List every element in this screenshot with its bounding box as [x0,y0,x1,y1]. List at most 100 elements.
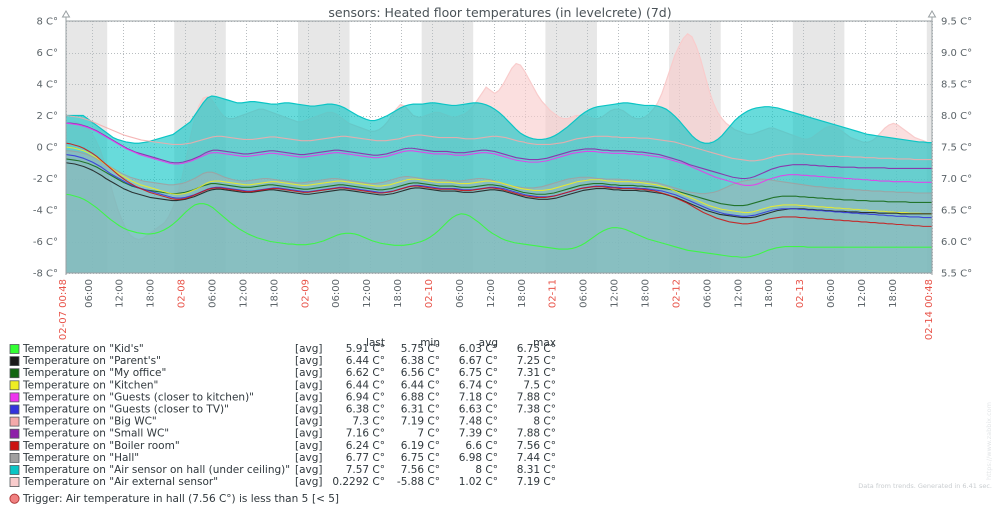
legend-value: 8.31 C° [517,464,556,476]
legend-value: 6.77 C° [346,452,385,464]
series-layer [65,32,933,274]
legend-agg-label: [avg] [295,379,323,391]
legend-value: 1.02 C° [459,476,498,488]
legend: Temperature on "Kid's" [avg] 5.91 C° 5.75 C… [9,343,556,488]
legend-value: 7.44 C° [517,452,556,464]
legend-item-label: Temperature on "Kitchen" [22,379,158,391]
legend-value: 7.25 C° [517,355,556,367]
x-tick-time: 12:00 [610,279,621,308]
legend-item[interactable]: Temperature on "Parent's" [avg] 6.44 C° 6.3… [9,355,556,367]
legend-value: 6.67 C° [459,355,498,367]
x-tick-date: 02-08 [177,279,188,308]
legend-value: 7.16 C° [346,428,385,440]
y-tick-left: 2 C° [36,111,58,122]
legend-item[interactable]: Temperature on "Hall" [avg] 6.77 C° 6.75 C°… [9,452,556,464]
legend-item[interactable]: Temperature on "Big WC" [avg] 7.3 C° 7.19 C… [9,416,556,428]
legend-item[interactable]: Temperature on "Air sensor on hall (unde… [9,464,556,476]
legend-item[interactable]: Temperature on "Kid's" [avg] 5.91 C° 5.75 C… [9,343,556,355]
y-tick-right: 6.0 C° [941,237,972,248]
legend-value: 6.75 C° [401,452,440,464]
legend-color-swatch [9,416,20,427]
legend-item-label: Temperature on "Air sensor on hall (unde… [22,464,290,476]
legend-item-label: Temperature on "Small WC" [22,428,169,440]
legend-value: 7.31 C° [517,367,556,379]
series-line [65,122,932,186]
legend-value: 7.57 C° [346,464,385,476]
x-tick-date: 02-10 [424,279,435,308]
x-tick-time: 12:00 [362,279,373,308]
legend-item[interactable]: Temperature on "Guests (closer to kitche… [9,391,556,403]
legend-value: 7 C° [417,428,440,440]
y-tick-left: -6 C° [33,237,58,248]
legend-value: 6.38 C° [401,355,440,367]
legend-item-label: Temperature on "Boiler room" [22,440,180,452]
legend-value: 7.39 C° [459,428,498,440]
legend-col-header: avg [479,337,498,349]
legend-item-label: Temperature on "Hall" [22,452,139,464]
legend-col-header: min [420,337,440,349]
legend-value: 6.75 C° [517,343,556,355]
legend-item[interactable]: Temperature on "Air external sensor" [avg… [9,476,556,488]
legend-item[interactable]: Temperature on "Guests (closer to TV)" [a… [9,404,556,416]
legend-value: 6.75 C° [459,367,498,379]
legend-value: 6.19 C° [401,440,440,452]
series-line [66,122,932,180]
series-line [65,193,932,258]
x-tick-time: 18:00 [146,279,157,308]
x-tick-date: 02-13 [795,279,806,308]
legend-item[interactable]: Temperature on "My office" [avg] 6.62 C° 6.… [9,367,556,379]
legend-value: 0.2292 C° [332,476,385,488]
legend-value: 6.38 C° [346,404,385,416]
x-tick-time: 12:00 [733,279,744,308]
x-axis-labels: 02-07 00:48 06:00 12:00 18:00 02-08 06:00 12:0… [58,279,935,340]
y-tick-right: 8.5 C° [941,80,972,91]
y-tick-right: 9.0 C° [941,48,972,59]
y-axis-left [61,10,71,275]
legend-value: 7.38 C° [517,404,556,416]
x-tick-time: 06:00 [208,279,219,308]
legend-item[interactable]: Temperature on "Kitchen" [avg] 6.44 C° 6.44… [9,379,556,391]
legend-agg-label: [avg] [295,428,323,440]
legend-item-label: Temperature on "Parent's" [22,355,161,367]
legend-value: 6.31 C° [401,404,440,416]
x-tick-time: 12:00 [238,279,249,308]
y-tick-right: 8.0 C° [941,111,972,122]
legend-item-label: Temperature on "Guests (closer to kitche… [22,391,254,403]
y-axis-left-labels: 8 C° 6 C° 4 C° 2 C° 0 C° -2 C° -4 C° -6 C° -8 C° [33,17,58,280]
legend-item[interactable]: Temperature on "Boiler room" [avg] 6.24 C°… [9,440,556,452]
x-tick-time: 06:00 [455,279,466,308]
trigger-label: Trigger: Air temperature in hall (7.56 C… [22,493,308,505]
legend-value: 7.88 C° [517,391,556,403]
legend-item-label: Temperature on "Big WC" [22,416,157,428]
legend-value: 6.24 C° [346,440,385,452]
x-tick-time: 06:00 [331,279,342,308]
legend-value: 6.44 C° [346,355,385,367]
legend-color-swatch [9,404,20,415]
x-tick-time: 06:00 [702,279,713,308]
legend-item-label: Temperature on "Air external sensor" [22,476,218,488]
legend-value: 6.63 C° [459,404,498,416]
legend-value: 6.74 C° [459,379,498,391]
x-tick-date: 02-14 00:48 [924,279,935,340]
legend-item[interactable]: Temperature on "Small WC" [avg] 7.16 C° 7 C… [9,428,556,440]
trigger-row[interactable]: Trigger: Air temperature in hall (7.56 C… [9,493,339,505]
legend-header: last min avg max [366,337,556,349]
y-tick-right: 9.5 C° [941,17,972,28]
series-line [65,142,932,227]
legend-color-swatch [9,477,20,488]
legend-color-swatch [9,428,20,439]
legend-value: 7.3 C° [352,416,385,428]
y-tick-left: -4 C° [33,206,58,217]
x-tick-time: 18:00 [888,279,899,308]
legend-color-swatch [9,380,20,391]
legend-color-swatch [9,356,20,367]
x-tick-time: 18:00 [269,279,280,308]
legend-value: 6.98 C° [459,452,498,464]
x-tick-date: 02-11 [548,279,559,308]
legend-value: 7.48 C° [459,416,498,428]
legend-color-swatch [9,440,20,451]
legend-agg-label: [avg] [295,404,323,416]
legend-agg-label: [avg] [295,391,323,403]
y-tick-left: 4 C° [36,80,58,91]
